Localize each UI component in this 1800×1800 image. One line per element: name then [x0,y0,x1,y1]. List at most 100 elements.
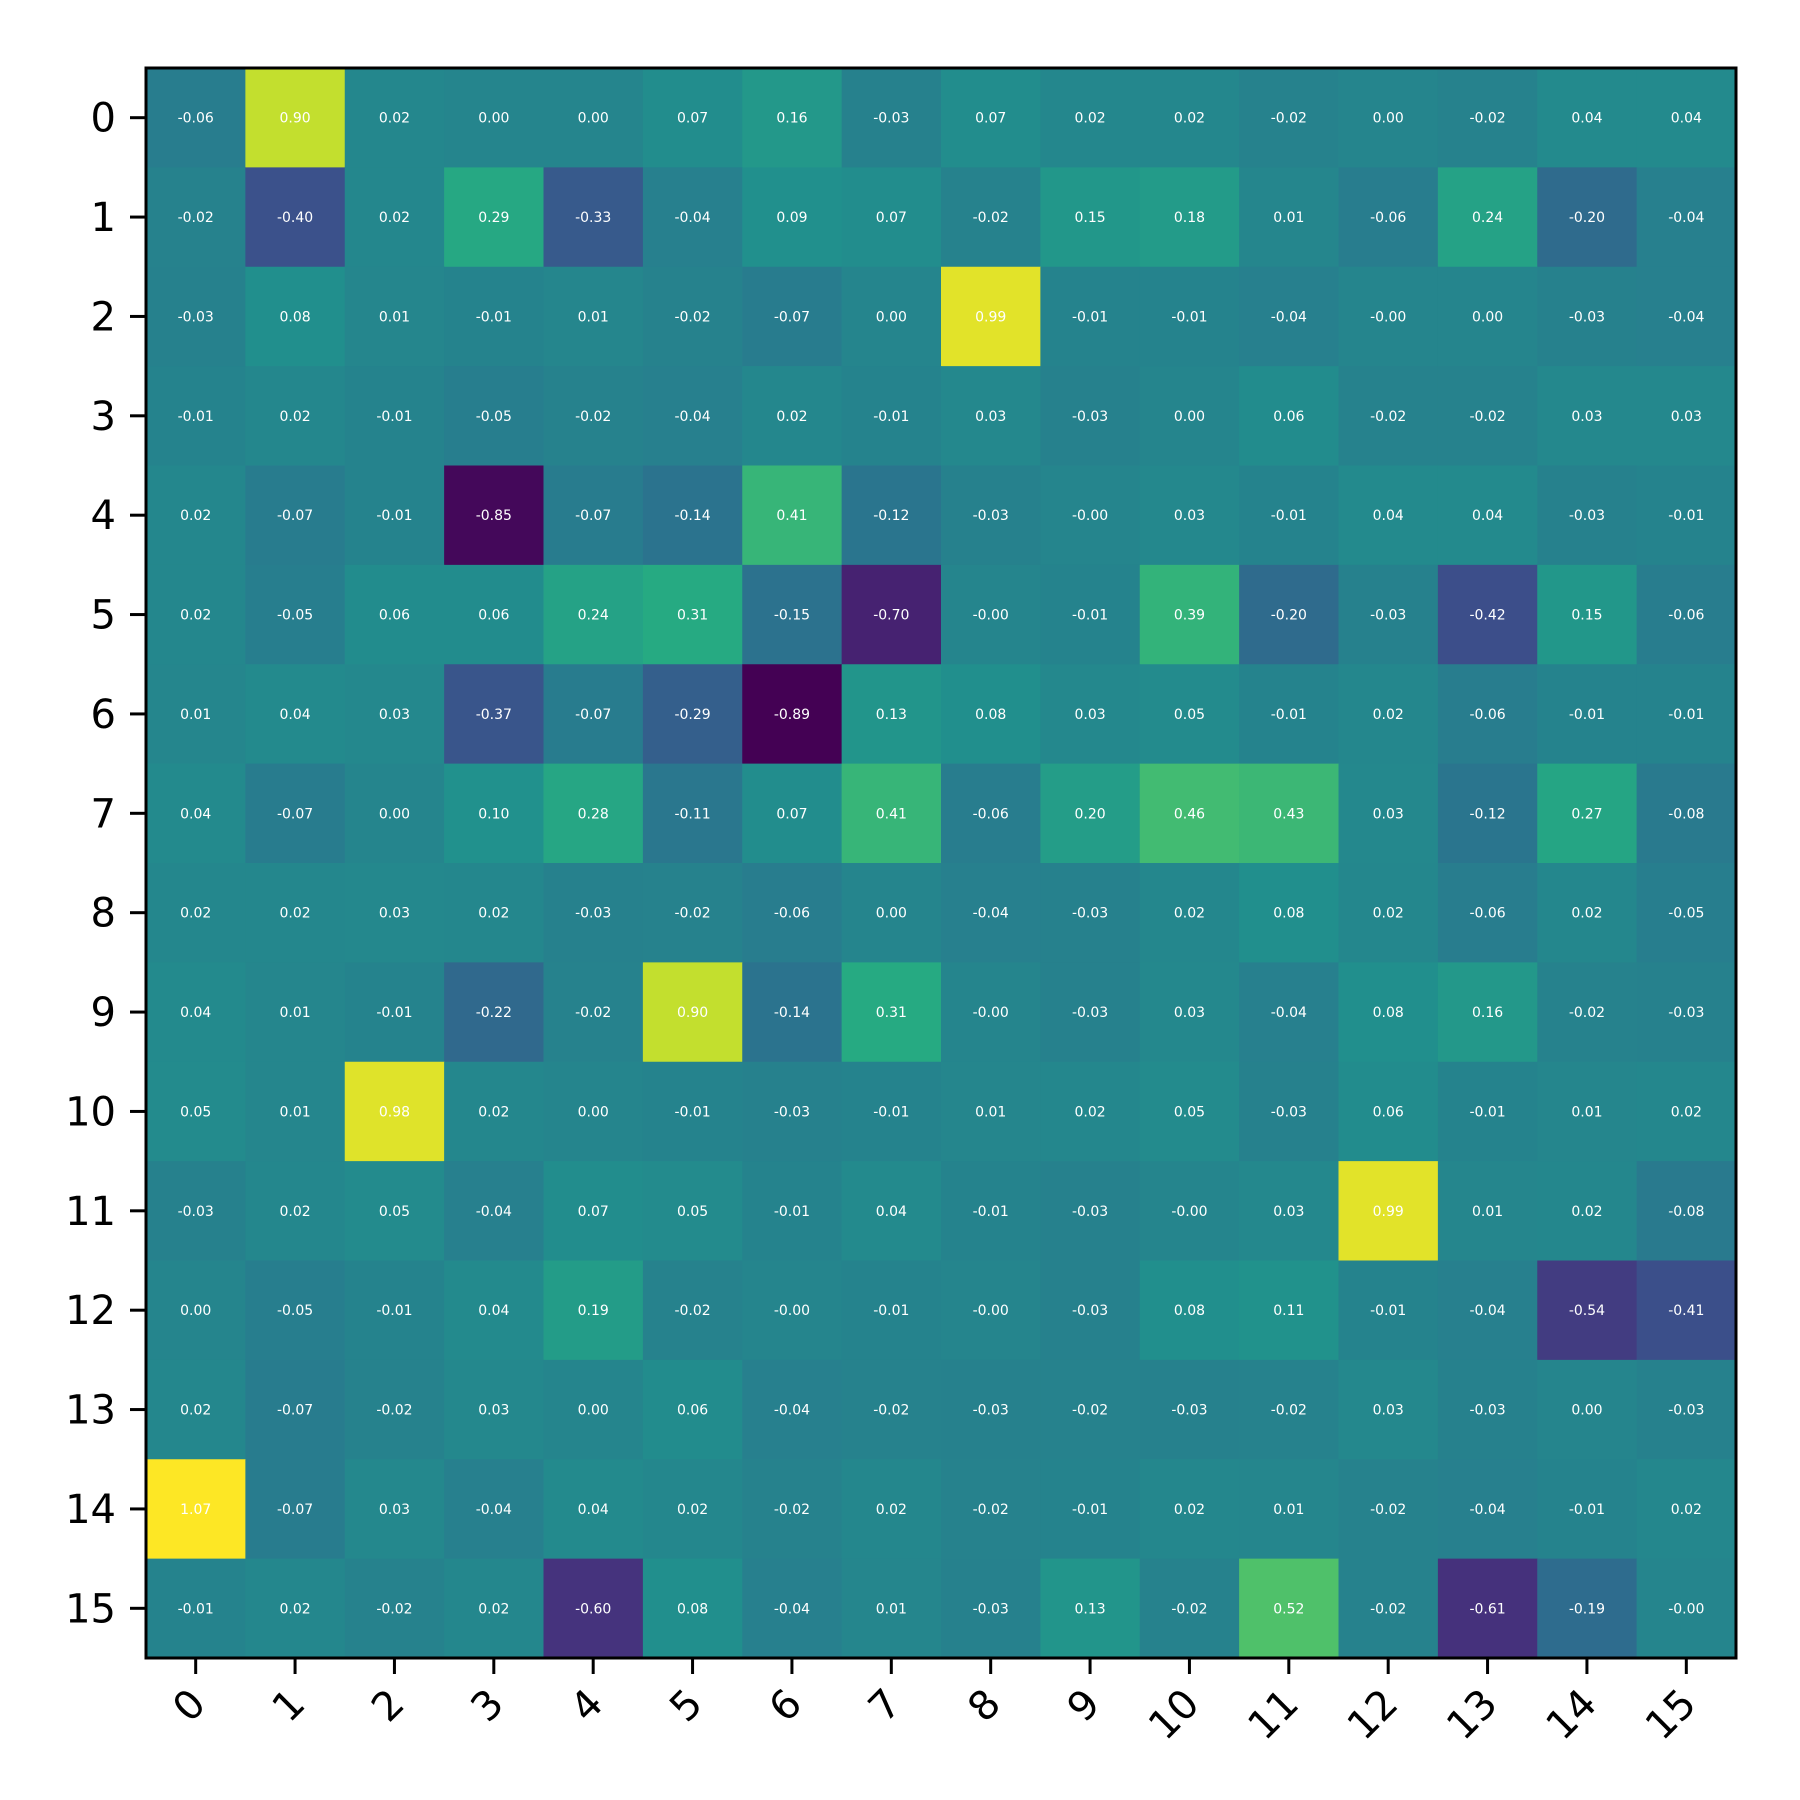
heatmap-cell-9-11 [1239,962,1340,1063]
cell-value-label-9-0: 0.04 [180,1005,211,1021]
cell-value-label-13-5: 0.06 [677,1403,708,1419]
heatmap-cell-7-13 [1437,763,1538,864]
cell-value-label-15-14: -0.19 [1569,1601,1605,1617]
cell-value-label-1-8: -0.02 [973,210,1009,226]
y-tick-label-4: 4 [91,493,116,539]
cell-value-label-14-0: 1.07 [180,1502,211,1518]
heatmap-cell-14-1 [245,1459,346,1560]
heatmap-cell-1-9 [1040,167,1141,268]
cell-value-label-4-10: 0.03 [1174,508,1205,524]
heatmap-cell-12-1 [245,1260,346,1361]
cell-value-label-9-1: 0.01 [279,1005,310,1021]
cell-value-label-9-5: 0.90 [677,1005,708,1021]
cell-value-label-2-2: 0.01 [379,309,410,325]
heatmap-cell-13-2 [344,1359,445,1460]
x-tick-label-3: 3 [462,1681,513,1732]
cell-value-label-12-5: -0.02 [674,1303,710,1319]
cell-value-label-6-6: -0.89 [774,707,810,723]
heatmap-cell-8-2 [344,863,445,963]
cell-value-label-5-6: -0.15 [774,608,810,624]
cell-value-label-2-4: 0.01 [578,309,609,325]
cell-value-label-12-1: -0.05 [277,1303,313,1319]
heatmap-cell-8-7 [841,863,942,963]
cell-value-label-10-6: -0.03 [774,1104,810,1120]
cell-value-label-0-10: 0.02 [1174,111,1205,127]
plot-frame [144,66,1738,1660]
heatmap-cell-14-8 [941,1459,1041,1560]
cell-value-label-9-3: -0.22 [476,1005,512,1021]
heatmap-cell-8-0 [146,863,246,963]
cell-value-label-5-9: -0.01 [1072,608,1108,624]
cell-value-label-7-12: 0.03 [1373,806,1404,822]
cell-value-label-9-2: -0.01 [376,1005,412,1021]
heatmap-cell-9-0 [146,962,246,1063]
heatmap-cell-7-2 [344,763,445,864]
heatmap-cell-1-12 [1338,167,1439,268]
cell-value-label-15-0: -0.01 [178,1601,214,1617]
cell-value-label-8-6: -0.06 [774,906,810,922]
heatmap-cell-6-4 [543,664,644,765]
y-tick-label-1: 1 [91,195,116,241]
cell-value-label-8-11: 0.08 [1273,906,1304,922]
cell-value-label-0-1: 0.90 [279,111,310,127]
cell-value-label-10-12: 0.06 [1373,1104,1404,1120]
heatmap-cell-10-10 [1139,1061,1240,1162]
cell-value-label-8-9: -0.03 [1072,906,1108,922]
heatmap-cell-13-9 [1040,1359,1141,1460]
heatmap-cell-7-11 [1239,763,1340,864]
heatmap-cell-2-2 [344,266,445,367]
heatmap-cell-2-12 [1338,266,1439,367]
cell-value-label-0-7: -0.03 [873,111,909,127]
cell-value-label-11-14: 0.02 [1571,1204,1602,1220]
cell-value-label-9-7: 0.31 [876,1005,907,1021]
heatmap-cell-12-10 [1139,1260,1240,1361]
cell-value-label-11-11: 0.03 [1273,1204,1304,1220]
heatmap-cell-5-1 [245,564,346,665]
cell-value-label-0-8: 0.07 [975,111,1006,127]
cell-value-label-2-10: -0.01 [1171,309,1207,325]
heatmap-cell-13-5 [642,1359,743,1460]
heatmap-cell-7-6 [742,763,843,864]
heatmap-cell-13-1 [245,1359,346,1460]
cell-value-label-8-12: 0.02 [1373,906,1404,922]
cell-value-label-15-12: -0.02 [1370,1601,1406,1617]
cell-value-label-8-4: -0.03 [575,906,611,922]
cell-value-label-3-4: -0.02 [575,409,611,425]
heatmap-cell-12-13 [1437,1260,1538,1361]
cell-value-label-13-2: -0.02 [376,1403,412,1419]
cell-value-label-6-7: 0.13 [876,707,907,723]
heatmap-cell-11-3 [444,1161,545,1262]
cell-value-label-9-9: -0.03 [1072,1005,1108,1021]
cell-value-label-12-12: -0.01 [1370,1303,1406,1319]
heatmap-cell-6-9 [1040,664,1141,765]
heatmap-cell-5-5 [642,564,743,665]
heatmap-cell-15-10 [1139,1558,1240,1659]
heatmap-cell-4-7 [841,465,942,566]
x-tick-label-12: 12 [1339,1681,1408,1750]
cell-value-label-9-10: 0.03 [1174,1005,1205,1021]
heatmap-cell-1-10 [1139,167,1240,268]
heatmap-cell-13-15 [1636,1359,1737,1460]
cell-value-label-10-11: -0.03 [1271,1104,1307,1120]
cell-value-label-13-10: -0.03 [1171,1403,1207,1419]
heatmap-cell-8-14 [1537,863,1638,963]
heatmap-cell-12-7 [841,1260,942,1361]
heatmap-cell-12-9 [1040,1260,1141,1361]
cell-value-label-12-2: -0.01 [376,1303,412,1319]
cell-value-label-13-15: -0.03 [1668,1403,1704,1419]
heatmap-cell-10-0 [146,1061,246,1162]
cell-value-label-14-1: -0.07 [277,1502,313,1518]
heatmap-cell-9-7 [841,962,942,1063]
heatmap-cell-15-12 [1338,1558,1439,1659]
heatmap-cell-10-13 [1437,1061,1538,1162]
cell-value-label-15-7: 0.01 [876,1601,907,1617]
heatmap-cell-5-9 [1040,564,1141,665]
heatmap-cell-13-10 [1139,1359,1240,1460]
heatmap-cell-11-13 [1437,1161,1538,1262]
heatmap-cell-1-5 [642,167,743,268]
cell-value-label-14-3: -0.04 [476,1502,512,1518]
heatmap-cell-5-11 [1239,564,1340,665]
heatmap-cell-13-14 [1537,1359,1638,1460]
heatmap-cell-0-4 [543,68,644,168]
cell-value-label-14-9: -0.01 [1072,1502,1108,1518]
